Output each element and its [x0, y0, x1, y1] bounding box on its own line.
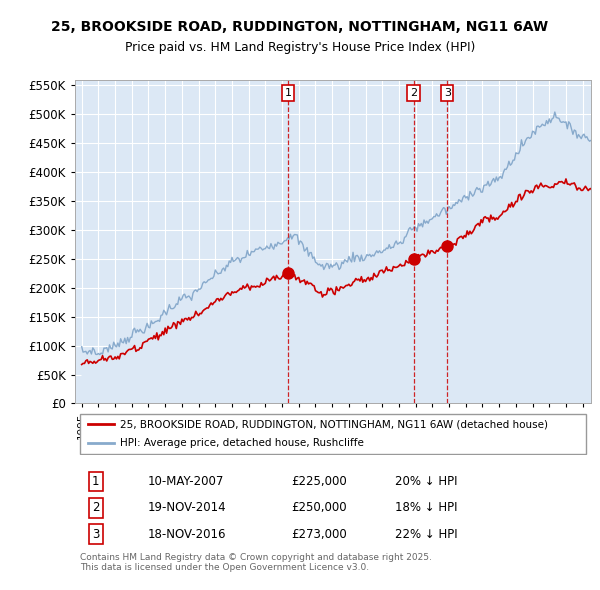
- FancyBboxPatch shape: [80, 414, 586, 454]
- Text: £250,000: £250,000: [292, 502, 347, 514]
- Text: 3: 3: [444, 88, 451, 98]
- Text: 2: 2: [410, 88, 418, 98]
- Text: 22% ↓ HPI: 22% ↓ HPI: [395, 527, 458, 540]
- Text: 18-NOV-2016: 18-NOV-2016: [147, 527, 226, 540]
- Text: 10-MAY-2007: 10-MAY-2007: [147, 475, 224, 488]
- Text: 18% ↓ HPI: 18% ↓ HPI: [395, 502, 457, 514]
- Text: £273,000: £273,000: [292, 527, 347, 540]
- Text: 20% ↓ HPI: 20% ↓ HPI: [395, 475, 457, 488]
- Text: Contains HM Land Registry data © Crown copyright and database right 2025.
This d: Contains HM Land Registry data © Crown c…: [80, 553, 432, 572]
- Text: 19-NOV-2014: 19-NOV-2014: [147, 502, 226, 514]
- Text: 3: 3: [92, 527, 100, 540]
- Text: 1: 1: [92, 475, 100, 488]
- Text: 2: 2: [92, 502, 100, 514]
- Text: 1: 1: [284, 88, 292, 98]
- Text: HPI: Average price, detached house, Rushcliffe: HPI: Average price, detached house, Rush…: [121, 438, 364, 448]
- Text: Price paid vs. HM Land Registry's House Price Index (HPI): Price paid vs. HM Land Registry's House …: [125, 41, 475, 54]
- Text: 25, BROOKSIDE ROAD, RUDDINGTON, NOTTINGHAM, NG11 6AW (detached house): 25, BROOKSIDE ROAD, RUDDINGTON, NOTTINGH…: [121, 419, 548, 430]
- Text: £225,000: £225,000: [292, 475, 347, 488]
- Text: 25, BROOKSIDE ROAD, RUDDINGTON, NOTTINGHAM, NG11 6AW: 25, BROOKSIDE ROAD, RUDDINGTON, NOTTINGH…: [52, 19, 548, 34]
